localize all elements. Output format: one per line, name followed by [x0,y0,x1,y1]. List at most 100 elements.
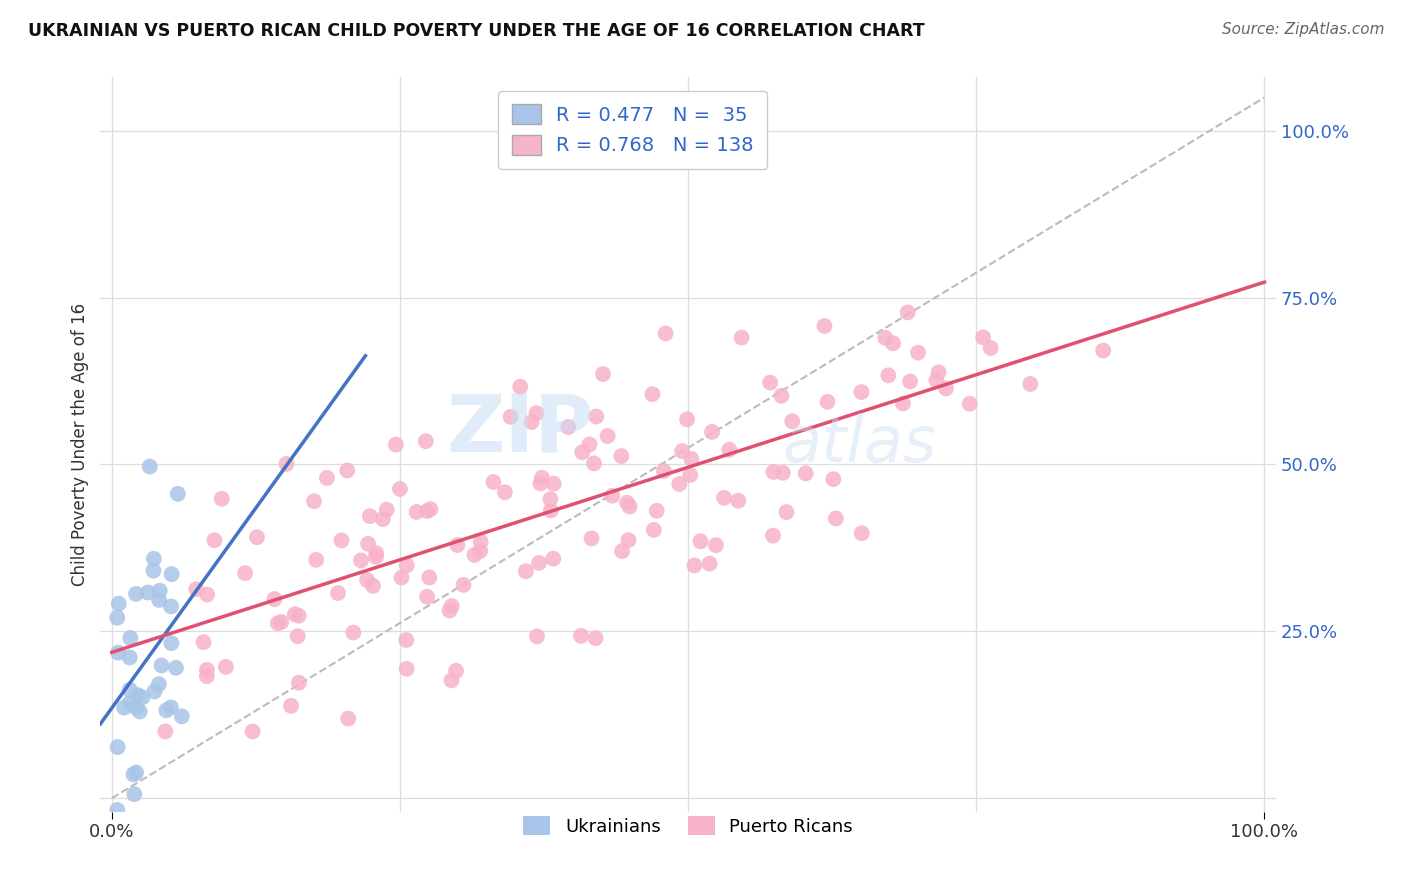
Point [530,471,553,485]
Point [813,319,835,334]
Point [125,700,148,714]
Point [149,583,172,598]
Point [118,682,141,697]
Point [453,578,475,592]
Point [419,502,441,516]
Point [337,712,360,726]
Point [897,305,920,319]
Point [186,582,208,597]
Text: Source: ZipAtlas.com: Source: ZipAtlas.com [1222,22,1385,37]
Point [142,551,165,566]
Point [470,534,492,549]
Point [415,434,437,449]
Point [125,587,148,601]
Point [699,557,721,571]
Point [585,631,607,645]
Point [713,491,735,505]
Point [1019,376,1042,391]
Point [336,463,359,477]
Point [148,593,170,607]
Point [418,570,440,584]
Point [704,538,727,552]
Point [366,546,388,560]
Point [166,487,188,501]
Point [302,494,325,508]
Point [288,675,311,690]
Point [305,553,328,567]
Point [160,636,183,650]
Point [775,505,797,519]
Point [326,586,349,600]
Point [526,406,548,420]
Point [823,472,845,486]
Point [718,442,741,457]
Point [596,429,619,443]
Point [700,425,723,439]
Point [233,566,256,581]
Point [770,389,793,403]
Point [641,387,664,401]
Point [446,538,468,552]
Point [204,533,226,548]
Point [440,673,463,688]
Point [526,629,548,643]
Point [131,690,153,705]
Point [211,491,233,506]
Point [246,530,269,544]
Text: ZIP: ZIP [447,391,595,469]
Point [494,485,516,500]
Point [160,700,183,714]
Point [385,437,408,451]
Point [395,633,418,648]
Point [364,549,387,564]
Point [907,345,929,359]
Point [581,532,603,546]
Point [439,603,461,617]
Point [316,471,339,485]
Point [730,330,752,344]
Point [395,558,418,573]
Point [540,503,562,517]
Point [405,505,427,519]
Point [569,629,592,643]
Point [160,599,183,614]
Point [762,528,785,542]
Point [136,585,159,599]
Point [557,420,579,434]
Point [891,396,914,410]
Point [105,803,128,817]
Point [267,616,290,631]
Point [118,650,141,665]
Point [463,548,485,562]
Point [727,493,749,508]
Point [160,567,183,582]
Point [361,579,384,593]
Point [538,492,561,507]
Point [925,373,948,387]
Point [592,367,614,381]
Point [195,588,218,602]
Point [935,381,957,395]
Point [759,376,782,390]
Point [195,669,218,683]
Point [120,631,142,645]
Point [150,658,173,673]
Point [105,611,128,625]
Point [877,368,900,383]
Point [762,465,785,479]
Point [875,331,897,345]
Point [824,511,846,525]
Point [676,412,699,426]
Point [155,724,177,739]
Point [482,475,505,489]
Point [120,696,142,710]
Point [359,509,381,524]
Point [515,564,537,578]
Point [817,394,839,409]
Point [112,700,135,714]
Point [959,397,981,411]
Point [882,336,904,351]
Point [287,608,309,623]
Point [287,629,309,643]
Point [643,523,665,537]
